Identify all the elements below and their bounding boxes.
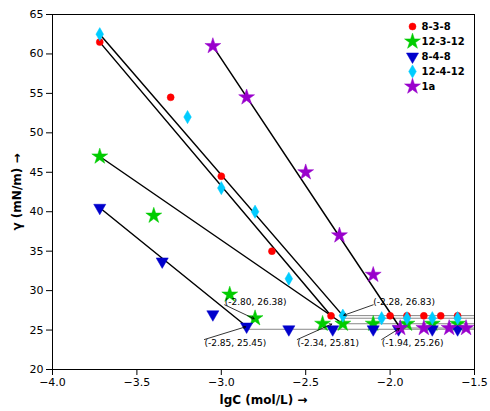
svg-text:65: 65	[30, 8, 44, 21]
svg-text:8-3-8: 8-3-8	[422, 21, 451, 32]
svg-text:20: 20	[30, 363, 44, 376]
svg-text:60: 60	[30, 47, 44, 60]
svg-text:γ (mN/m) →: γ (mN/m) →	[10, 154, 24, 231]
svg-text:40: 40	[30, 205, 44, 218]
svg-text:8-4-8: 8-4-8	[422, 51, 451, 62]
svg-text:−3.5: −3.5	[124, 376, 151, 389]
svg-text:(-1.94, 25.26): (-1.94, 25.26)	[382, 338, 444, 348]
svg-text:−2.0: −2.0	[377, 376, 404, 389]
svg-text:25: 25	[30, 324, 44, 337]
svg-text:(-2.80, 26.38): (-2.80, 26.38)	[225, 297, 287, 307]
svg-text:12-3-12: 12-3-12	[422, 36, 465, 47]
svg-text:lgC (mol/L) →: lgC (mol/L) →	[220, 393, 308, 407]
svg-text:−4.0: −4.0	[39, 376, 66, 389]
svg-text:(-2.28, 26.83): (-2.28, 26.83)	[373, 297, 435, 307]
svg-text:1a: 1a	[422, 81, 436, 92]
svg-text:12-4-12: 12-4-12	[422, 66, 465, 77]
svg-text:35: 35	[30, 245, 44, 258]
svg-text:45: 45	[30, 166, 44, 179]
svg-text:(-2.34, 25.81): (-2.34, 25.81)	[297, 338, 359, 348]
svg-text:55: 55	[30, 87, 44, 100]
svg-text:−3.0: −3.0	[208, 376, 235, 389]
svg-text:(-2.85, 25.45): (-2.85, 25.45)	[204, 338, 266, 348]
svg-text:−2.5: −2.5	[292, 376, 319, 389]
svg-text:50: 50	[30, 126, 44, 139]
svg-text:−1.5: −1.5	[461, 376, 488, 389]
svg-text:30: 30	[30, 284, 44, 297]
